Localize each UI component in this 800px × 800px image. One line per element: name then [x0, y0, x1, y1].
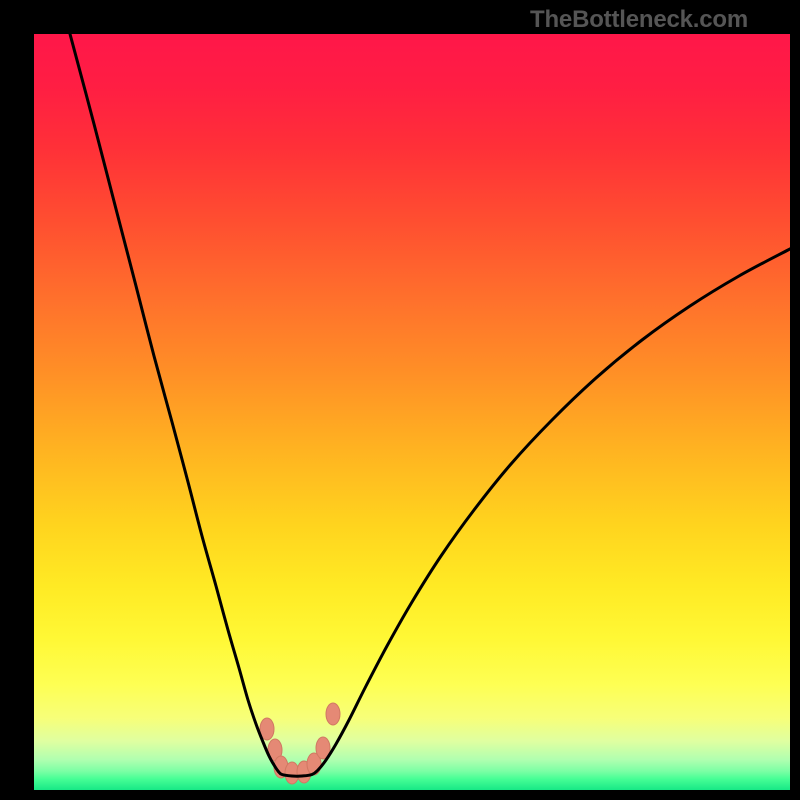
curve-layer	[34, 34, 790, 790]
bottleneck-curve	[70, 34, 790, 776]
data-marker	[326, 703, 340, 725]
watermark-text: TheBottleneck.com	[530, 6, 748, 34]
marker-group	[260, 703, 340, 784]
plot-area	[34, 34, 790, 790]
